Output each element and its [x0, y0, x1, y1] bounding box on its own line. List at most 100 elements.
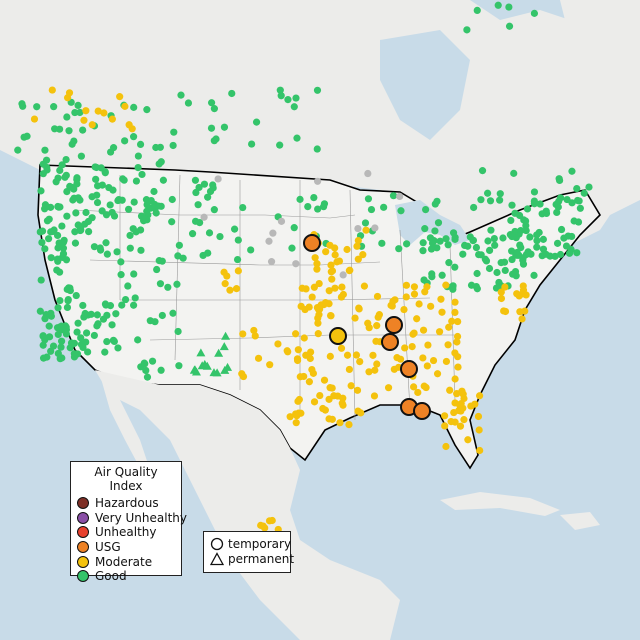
- station-marker: [441, 412, 449, 420]
- station-marker: [408, 342, 416, 351]
- station-marker: [117, 271, 125, 279]
- station-marker: [109, 186, 117, 194]
- station-marker: [435, 328, 444, 336]
- station-marker: [478, 167, 487, 175]
- station-marker: [37, 187, 45, 195]
- station-marker: [266, 361, 274, 369]
- station-marker: [491, 241, 499, 249]
- station-marker: [395, 245, 403, 253]
- baja: [100, 375, 150, 470]
- usg-swatch: [77, 541, 89, 554]
- station-marker: [47, 254, 55, 262]
- station-marker: [441, 422, 449, 430]
- station-marker: [389, 297, 397, 305]
- station-marker: [314, 205, 322, 213]
- station-marker: [173, 280, 181, 288]
- station-marker: [175, 362, 183, 370]
- station-marker: [124, 282, 132, 290]
- station-marker: [73, 328, 81, 336]
- station-marker: [46, 203, 55, 211]
- station-marker: [69, 196, 77, 204]
- station-marker: [476, 446, 484, 455]
- legend-item-hazardous: Hazardous: [77, 496, 175, 511]
- station-marker: [446, 386, 454, 394]
- station-marker: [134, 152, 142, 160]
- station-marker: [325, 287, 333, 295]
- station-marker: [84, 348, 92, 356]
- station-marker: [563, 195, 571, 204]
- station-marker: [129, 133, 138, 141]
- station-marker: [85, 227, 93, 236]
- station-marker: [214, 175, 222, 183]
- station-marker: [65, 284, 73, 292]
- station-marker: [177, 91, 185, 99]
- station-marker: [153, 202, 161, 210]
- station-marker: [403, 240, 411, 248]
- station-marker: [438, 271, 446, 279]
- station-marker: [134, 336, 142, 344]
- station-marker: [565, 249, 574, 257]
- station-marker: [536, 200, 544, 208]
- station-marker: [338, 399, 346, 407]
- station-marker: [473, 269, 481, 278]
- station-marker: [195, 183, 203, 192]
- station-marker: [136, 140, 145, 148]
- station-marker: [421, 225, 429, 233]
- station-marker: [419, 239, 427, 247]
- station-marker: [472, 243, 481, 252]
- station-marker: [141, 215, 149, 223]
- station-marker: [169, 309, 177, 317]
- station-marker: [49, 342, 58, 350]
- station-marker: [116, 93, 124, 101]
- station-marker: [352, 351, 361, 359]
- station-marker: [247, 246, 255, 254]
- permanent-station-marker: [202, 361, 212, 370]
- station-marker: [337, 344, 346, 352]
- station-marker: [168, 195, 176, 204]
- station-marker: [93, 311, 101, 319]
- station-marker: [454, 353, 462, 361]
- station-marker: [126, 231, 134, 240]
- station-marker: [513, 251, 521, 259]
- station-marker: [100, 109, 108, 117]
- station-marker: [47, 309, 55, 317]
- station-marker: [132, 228, 140, 236]
- station-marker: [158, 257, 166, 265]
- station-marker: [313, 265, 321, 273]
- station-marker: [292, 94, 300, 102]
- station-marker: [124, 205, 133, 213]
- legend-label: permanent: [228, 551, 295, 566]
- station-marker: [448, 317, 456, 325]
- station-marker: [70, 339, 79, 347]
- station-marker: [169, 141, 177, 150]
- station-marker: [320, 376, 329, 384]
- station-marker: [265, 237, 273, 245]
- station-marker: [449, 229, 458, 237]
- station-marker: [316, 391, 324, 400]
- station-marker: [511, 209, 519, 217]
- station-marker: [82, 208, 90, 217]
- station-marker: [326, 352, 334, 360]
- station-marker: [93, 198, 102, 207]
- station-marker: [63, 303, 72, 312]
- station-marker: [463, 26, 471, 34]
- station-marker: [574, 218, 583, 226]
- station-marker: [327, 268, 335, 276]
- station-marker: [362, 226, 370, 234]
- station-marker: [485, 264, 494, 273]
- station-marker: [223, 272, 231, 280]
- station-marker: [538, 252, 546, 260]
- station-marker: [410, 383, 418, 391]
- station-marker: [354, 407, 362, 415]
- station-marker: [63, 212, 71, 220]
- station-marker: [460, 416, 468, 424]
- station-marker: [142, 366, 150, 375]
- legend-label: Moderate: [95, 554, 153, 569]
- station-marker: [311, 254, 319, 262]
- station-marker: [371, 224, 379, 232]
- station-marker: [226, 286, 234, 294]
- station-marker: [353, 242, 361, 250]
- station-marker: [158, 311, 166, 320]
- station-marker: [41, 336, 49, 344]
- legend-label: Unhealthy: [95, 525, 157, 540]
